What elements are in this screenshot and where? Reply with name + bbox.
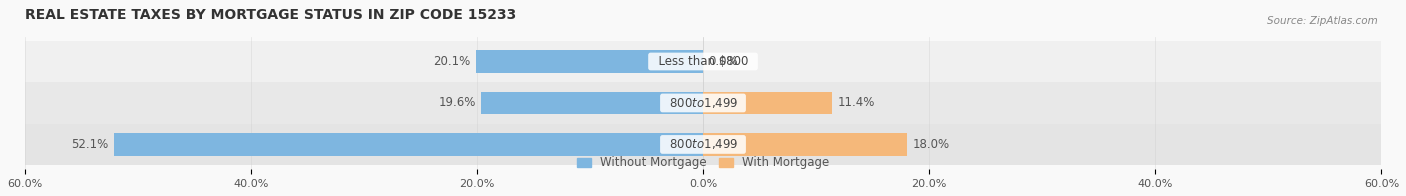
Text: 19.6%: 19.6% bbox=[439, 96, 475, 110]
Text: REAL ESTATE TAXES BY MORTGAGE STATUS IN ZIP CODE 15233: REAL ESTATE TAXES BY MORTGAGE STATUS IN … bbox=[24, 8, 516, 22]
Bar bbox=[24, 124, 1382, 165]
Bar bbox=[703, 92, 832, 114]
Text: 20.1%: 20.1% bbox=[433, 55, 470, 68]
Text: Source: ZipAtlas.com: Source: ZipAtlas.com bbox=[1267, 16, 1378, 26]
Bar bbox=[24, 41, 1382, 82]
Text: 18.0%: 18.0% bbox=[912, 138, 949, 151]
Text: $800 to $1,499: $800 to $1,499 bbox=[662, 96, 744, 110]
Bar bbox=[703, 133, 907, 156]
Text: 11.4%: 11.4% bbox=[838, 96, 875, 110]
Bar bbox=[114, 133, 703, 156]
Text: Less than $800: Less than $800 bbox=[651, 55, 755, 68]
Text: 0.0%: 0.0% bbox=[709, 55, 738, 68]
Text: $800 to $1,499: $800 to $1,499 bbox=[662, 137, 744, 152]
Bar bbox=[24, 82, 1382, 124]
Bar bbox=[481, 92, 703, 114]
Legend: Without Mortgage, With Mortgage: Without Mortgage, With Mortgage bbox=[572, 152, 834, 174]
Text: 52.1%: 52.1% bbox=[70, 138, 108, 151]
Bar bbox=[475, 50, 703, 73]
